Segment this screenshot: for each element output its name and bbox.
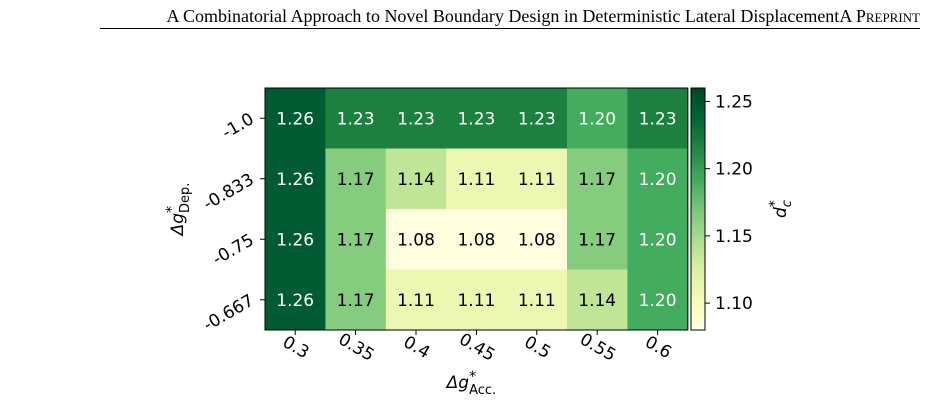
heatmap-cell (385, 88, 447, 149)
preprint-tag: A Preprint (839, 6, 920, 26)
heatmap-cell-labels: 1.26 1.23 1.23 1.23 1.23 1.20 1.23 1.26 1.17 1.14… (276, 109, 676, 311)
cell-value-label: 1.26 (276, 170, 314, 190)
colorbar-tick-label: 1.15 (715, 227, 753, 247)
heatmap-cell (567, 148, 628, 210)
cell-value-label: 1.11 (518, 170, 556, 190)
heatmap-cell (385, 269, 447, 331)
heatmap-cell (446, 269, 508, 331)
y-axis-label: Δg*Dep. (164, 183, 193, 238)
y-tick-label: -0.75 (209, 230, 257, 269)
cell-value-label: 1.14 (397, 170, 435, 190)
cell-value-label: 1.17 (337, 230, 375, 250)
heatmap-cell (325, 269, 387, 331)
colorbar-label: d*c (767, 200, 795, 218)
cell-value-label: 1.20 (639, 170, 677, 190)
heatmap-cell (567, 209, 628, 270)
heatmap-cell (506, 148, 568, 210)
x-tick-label: 0.3 (279, 332, 312, 363)
heatmap-cell (446, 148, 508, 210)
y-tick-label: -0.667 (200, 291, 257, 336)
heatmap-cell (385, 209, 447, 270)
heatmap-cell (325, 148, 387, 210)
header-rule (100, 28, 920, 29)
cell-value-label: 1.26 (276, 291, 314, 311)
heatmap-cell (265, 148, 326, 210)
cell-value-label: 1.11 (457, 291, 495, 311)
cell-value-label: 1.20 (639, 230, 677, 250)
x-tick-label: 0.6 (641, 332, 674, 363)
header-title: A Combinatorial Approach to Novel Bounda… (166, 6, 920, 27)
colorbar-tick-label: 1.20 (715, 160, 753, 180)
heatmap-cell (325, 209, 387, 270)
cell-value-label: 1.14 (578, 291, 616, 311)
heatmap-cells (265, 88, 689, 331)
cell-value-label: 1.08 (457, 230, 495, 250)
cell-value-label: 1.23 (397, 109, 435, 129)
heatmap-cell (506, 209, 568, 270)
cell-value-label: 1.08 (397, 230, 435, 250)
cell-value-label: 1.17 (337, 170, 375, 190)
x-tick-label: 0.5 (521, 332, 554, 363)
y-tick-label: -1.0 (219, 109, 258, 143)
cell-value-label: 1.17 (578, 170, 616, 190)
heatmap-cell (446, 88, 508, 149)
cell-value-label: 1.23 (337, 109, 375, 129)
cell-value-label: 1.23 (457, 109, 495, 129)
cell-value-label: 1.23 (518, 109, 556, 129)
heatmap-cell (567, 269, 628, 331)
heatmap-cell (265, 209, 326, 270)
cell-value-label: 1.11 (397, 291, 435, 311)
cell-value-label: 1.20 (578, 109, 616, 129)
heatmap-cell (506, 88, 568, 149)
cell-value-label: 1.11 (457, 170, 495, 190)
cell-value-label: 1.23 (639, 109, 677, 129)
x-axis-label: Δg* Acc. (445, 369, 497, 398)
cell-value-label: 1.26 (276, 230, 314, 250)
heatmap-cell (506, 269, 568, 331)
heatmap-cell (627, 269, 689, 331)
heatmap-cell (627, 148, 689, 210)
colorbar-tick-label: 1.25 (715, 92, 753, 112)
cell-value-label: 1.17 (337, 291, 375, 311)
y-axis: -1.0 -0.833 -0.75 -0.667 (200, 109, 265, 335)
cell-value-label: 1.08 (518, 230, 556, 250)
colorbar (690, 87, 706, 331)
heatmap-cell (385, 148, 447, 210)
cell-value-label: 1.11 (518, 291, 556, 311)
paper-title: A Combinatorial Approach to Novel Bounda… (166, 6, 840, 26)
heatmap-cell (627, 88, 689, 149)
cell-value-label: 1.20 (639, 291, 677, 311)
x-axis: 0.3 0.35 0.4 0.45 0.5 0.55 0.6 (279, 330, 675, 366)
colorbar-ticks: 1.10 1.15 1.20 1.25 (705, 92, 753, 314)
page-header: A Combinatorial Approach to Novel Bounda… (0, 0, 948, 30)
cell-value-label: 1.17 (578, 230, 616, 250)
heatmap-cell (265, 88, 326, 149)
cell-value-label: 1.26 (276, 109, 314, 129)
colorbar-tick-label: 1.10 (715, 294, 753, 314)
heatmap-cell (325, 88, 387, 149)
heatmap-cell (265, 269, 326, 331)
heatmap-cell (446, 209, 508, 270)
heatmap-cell (567, 88, 628, 149)
x-tick-label: 0.4 (400, 332, 433, 363)
heatmap-cell (627, 209, 689, 270)
y-tick-label: -0.833 (200, 170, 257, 215)
